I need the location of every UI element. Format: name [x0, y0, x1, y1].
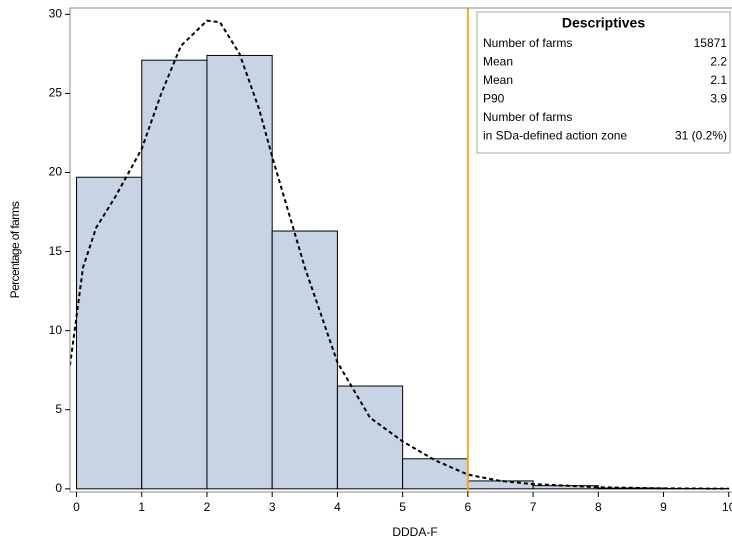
y-tick-label: 5: [55, 402, 62, 416]
x-tick-label: 0: [73, 500, 80, 514]
bar: [76, 176, 143, 490]
x-tick-label: 2: [204, 500, 211, 514]
y-tick-label: 10: [49, 323, 63, 337]
descriptives-value: 15871: [694, 36, 728, 50]
descriptives-label: P90: [483, 92, 505, 106]
bar: [532, 485, 599, 490]
x-tick-label: 1: [138, 500, 145, 514]
plot-area: [70, 8, 730, 492]
descriptives-value: 2.1: [710, 73, 727, 87]
bar: [402, 458, 469, 490]
descriptives-box: [476, 11, 731, 154]
descriptives-label: in SDa-defined action zone: [483, 129, 627, 143]
axis-frame: [69, 7, 732, 493]
density-curve: [70, 19, 729, 490]
bar: [271, 230, 338, 490]
y-axis-label: Percentage of farms: [8, 201, 22, 298]
x-tick-label: 5: [399, 500, 406, 514]
descriptives-label: Mean: [483, 55, 513, 69]
x-tick-label: 7: [530, 500, 537, 514]
y-tick-label: 20: [49, 165, 63, 179]
bar: [467, 480, 534, 490]
y-tick-label: 30: [49, 6, 63, 20]
x-tick-label: 3: [269, 500, 276, 514]
x-tick-label: 4: [334, 500, 341, 514]
x-tick-label: 6: [465, 500, 472, 514]
descriptives-value: 2.2: [710, 55, 727, 69]
descriptives-label: Mean: [483, 73, 513, 87]
x-axis-label: DDDA-F: [392, 525, 437, 539]
descriptives-title: Descriptives: [562, 15, 645, 31]
y-tick-label: 25: [49, 86, 63, 100]
y-tick-label: 15: [49, 244, 63, 258]
x-tick-label: 8: [595, 500, 602, 514]
x-tick-label: 9: [660, 500, 667, 514]
bar: [141, 59, 208, 490]
descriptives-value: 31 (0.2%): [675, 129, 727, 143]
bar: [336, 385, 404, 490]
descriptives-label: Number of farms: [483, 110, 572, 124]
x-tick-label: 10: [722, 500, 732, 514]
descriptives-label: Number of farms: [483, 36, 572, 50]
y-tick-label: 0: [55, 481, 62, 495]
descriptives-value: 3.9: [710, 92, 727, 106]
